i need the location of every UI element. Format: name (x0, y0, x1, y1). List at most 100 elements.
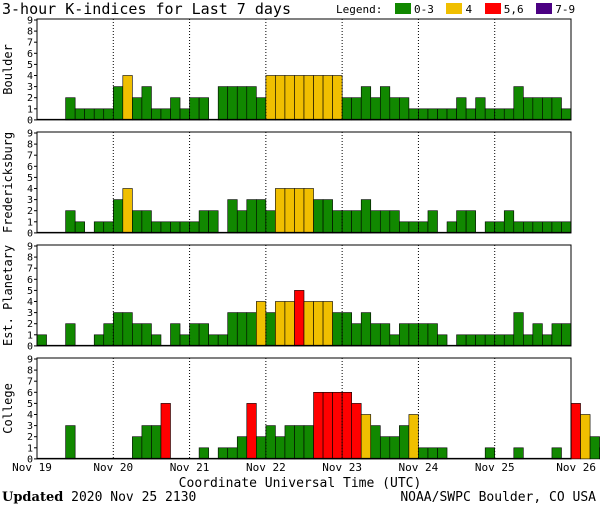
k-bar (580, 414, 591, 460)
k-bar (503, 108, 515, 121)
y-tick-label: 5 (27, 399, 33, 410)
y-tick-label: 3 (27, 195, 33, 206)
k-bar (551, 447, 562, 460)
k-bar (561, 108, 572, 121)
k-bar (475, 97, 486, 121)
k-bar (322, 301, 333, 347)
y-tick-label: 4 (27, 410, 33, 421)
y-tick-label: 6 (27, 275, 33, 286)
k-bar (437, 108, 448, 121)
k-bar (379, 86, 391, 121)
k-bar (265, 312, 276, 347)
k-bar (284, 301, 295, 347)
k-bar (542, 97, 553, 121)
k-bar (561, 221, 572, 234)
k-bar (551, 221, 562, 234)
k-index-chart: 0123456789Boulder0123456789Fredericksbur… (1, 16, 600, 474)
k-bar (513, 86, 524, 121)
k-bar (360, 86, 372, 121)
x-tick-label: Nov 21 (170, 461, 210, 474)
k-bar (418, 447, 429, 460)
k-bar (236, 436, 248, 460)
k-bar (427, 447, 438, 460)
k-bar (160, 403, 171, 460)
k-bar (532, 221, 543, 234)
k-bar (208, 210, 219, 234)
k-bar (389, 436, 400, 460)
k-bar (246, 312, 257, 347)
k-bar (189, 323, 200, 347)
k-bar (265, 210, 276, 234)
k-bar (408, 221, 419, 234)
k-bar (399, 97, 410, 121)
k-bar (418, 323, 429, 347)
y-tick-label: 4 (27, 71, 33, 82)
x-tick-label: Nov 24 (399, 461, 439, 474)
k-bar (246, 86, 257, 121)
x-tick-label: Nov 23 (322, 461, 362, 474)
x-axis-label: Coordinate Universal Time (UTC) (178, 476, 422, 491)
k-bar (389, 97, 400, 121)
y-tick-label: 9 (27, 355, 33, 366)
k-bar (589, 436, 600, 460)
y-tick-label: 2 (27, 432, 33, 443)
y-tick-label: 0 (27, 454, 33, 465)
k-bar (151, 334, 162, 347)
k-bar (313, 75, 324, 121)
k-bar (122, 312, 133, 347)
k-bar (275, 301, 286, 347)
k-bar (465, 210, 476, 234)
k-bar (141, 86, 152, 121)
y-tick-label: 6 (27, 162, 33, 173)
k-bar (151, 425, 162, 460)
k-bar (103, 108, 114, 121)
k-bar (170, 221, 181, 234)
k-bar (484, 108, 496, 121)
k-bar (112, 199, 124, 234)
k-bar (93, 334, 105, 347)
k-bar (523, 221, 534, 234)
k-bar (370, 323, 381, 347)
y-tick-label: 8 (27, 253, 33, 264)
k-bar (437, 334, 448, 347)
k-bar (570, 403, 581, 460)
k-bar (379, 210, 391, 234)
k-bar (265, 75, 276, 121)
k-bar (93, 108, 105, 121)
credit-text: NOAA/SWPC Boulder, CO USA (400, 490, 596, 505)
k-bar (399, 323, 410, 347)
y-tick-label: 4 (27, 297, 33, 308)
k-bar (294, 75, 305, 121)
k-bar (484, 221, 496, 234)
k-bar (551, 97, 562, 121)
k-bar (303, 425, 314, 460)
k-bar (303, 188, 314, 234)
k-bar (494, 108, 505, 121)
k-bar (179, 221, 190, 234)
station-label: Boulder (1, 44, 15, 95)
updated-timestamp: Updated 2020 Nov 25 2130 (2, 490, 196, 505)
k-bar (227, 447, 238, 460)
k-bar (198, 210, 209, 234)
k-bar (389, 210, 400, 234)
k-bar (494, 221, 505, 234)
k-bar (122, 188, 133, 234)
k-bar (303, 301, 314, 347)
k-bar (370, 425, 381, 460)
x-tick-label: Nov 20 (93, 461, 133, 474)
k-bar (561, 323, 572, 347)
k-bar (437, 447, 448, 460)
x-tick-label: Nov 19 (12, 461, 52, 474)
y-tick-label: 3 (27, 82, 33, 93)
k-bar (332, 75, 343, 121)
station-label: Est. Planetary (1, 245, 15, 346)
k-bar (456, 210, 467, 234)
k-bar (141, 210, 152, 234)
k-bar (360, 414, 372, 460)
legend-label: Legend: (336, 3, 383, 16)
k-bar (408, 323, 419, 347)
y-tick-label: 7 (27, 151, 33, 162)
k-bar (275, 188, 286, 234)
y-tick-label: 3 (27, 308, 33, 319)
y-tick-label: 0 (27, 115, 33, 126)
